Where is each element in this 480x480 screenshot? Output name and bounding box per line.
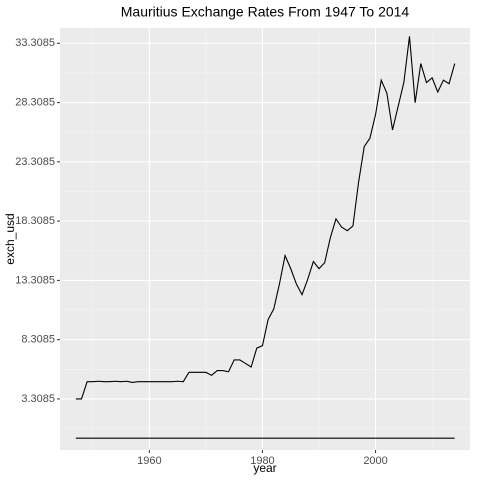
grid — [60, 28, 470, 450]
panel — [60, 28, 470, 450]
y-tick-label: 18.3085 — [15, 215, 55, 227]
x-tick-label: 1960 — [137, 455, 161, 467]
x-tick-label: 2000 — [363, 455, 387, 467]
marks — [75, 36, 456, 439]
x-tick-label: 1980 — [250, 455, 274, 467]
y-tick-label: 23.3085 — [15, 156, 55, 168]
y-tick-label: 33.3085 — [15, 37, 55, 49]
chart-title: Mauritius Exchange Rates From 1947 To 20… — [121, 4, 410, 20]
line — [75, 36, 456, 400]
y-axis-title: exch_usd — [3, 213, 17, 264]
x-axis-title: year — [253, 461, 276, 475]
y-tick-label: 8.3085 — [21, 334, 55, 346]
y-tick-label: 28.3085 — [15, 96, 55, 108]
y-tick-label: 3.3085 — [21, 393, 55, 405]
y-tick-label: 13.3085 — [15, 274, 55, 286]
